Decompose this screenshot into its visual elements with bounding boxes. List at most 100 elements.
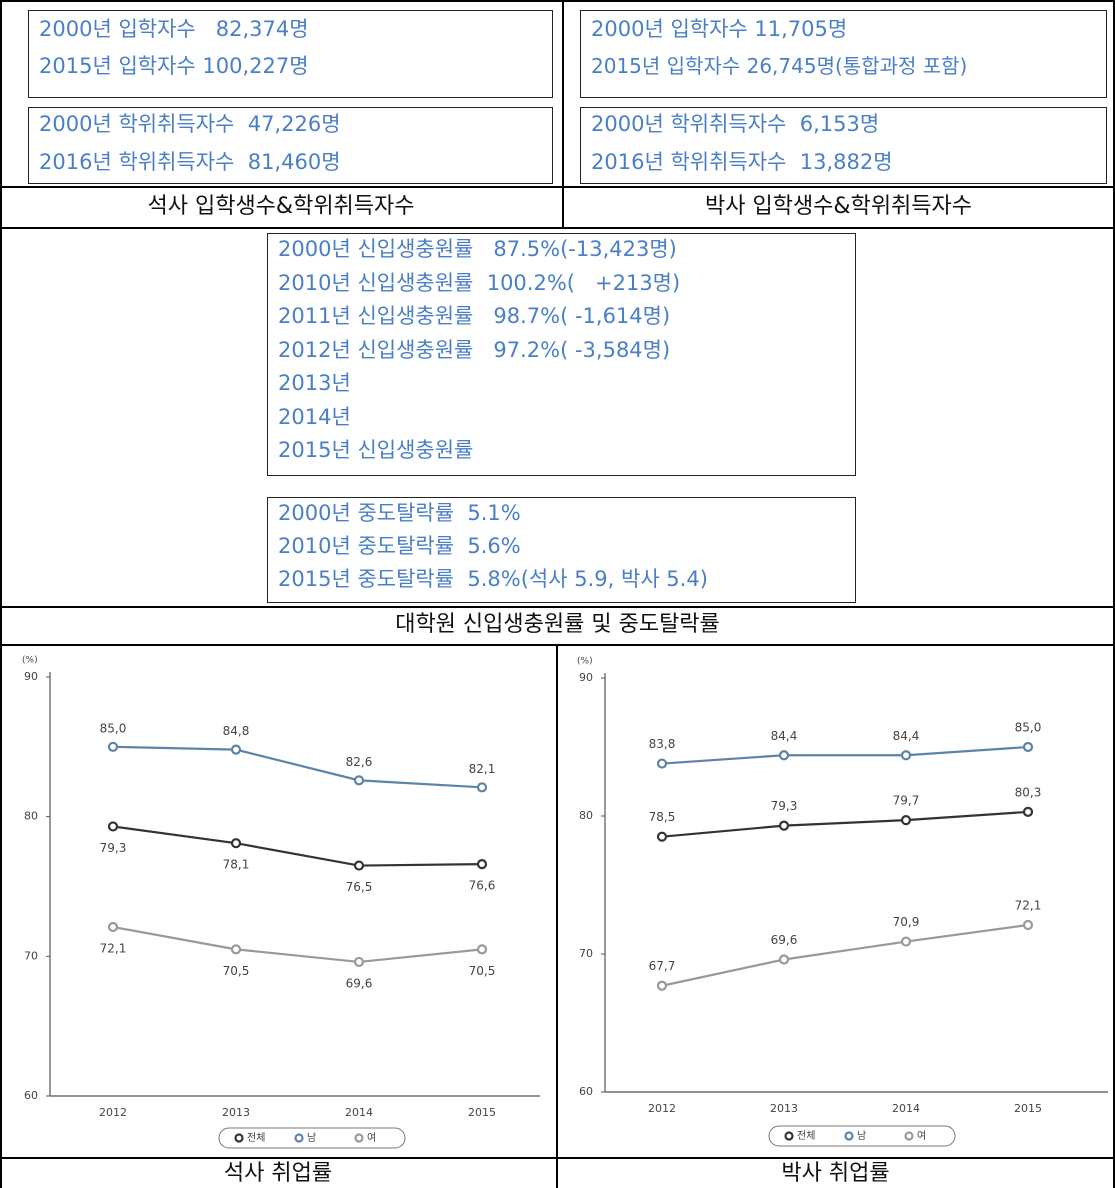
legend [218,1127,406,1149]
point [900,750,912,761]
series-line [661,810,1029,838]
x-tick-label: 2012 [648,1102,676,1115]
point [900,815,912,826]
point [778,954,790,965]
legend-marker [844,1131,854,1141]
point [230,744,242,755]
data-label: 70,5 [469,964,496,978]
x-tick-label: 2013 [770,1102,798,1115]
x-tick-label: 2012 [99,1106,127,1119]
series-line [112,745,483,789]
legend-label: 여 [367,1132,376,1144]
data-label: 78,5 [649,810,676,824]
point [107,921,119,933]
x-tick-label: 2014 [892,1102,920,1115]
legend-marker [904,1131,914,1141]
series-line [661,745,1029,765]
x-tick-label: 2013 [222,1106,250,1119]
text-line: 2014년 [278,404,351,429]
legend-marker [234,1133,244,1143]
legend [768,1125,956,1147]
y-tick-label: 70 [579,947,593,960]
data-label: 79,3 [100,841,127,855]
point [476,782,488,793]
table-rule [1113,0,1115,1188]
y-tick-label: 80 [24,810,38,823]
text-line: 2015년 입학자수 26,745명(통합과정 포함) [591,54,968,78]
point [1022,741,1034,753]
data-label: 82,6 [346,755,373,769]
y-tick-label: 60 [24,1089,38,1102]
point [656,831,668,842]
caption: 박사 취업률 [781,1161,890,1186]
legend-label: 남 [857,1130,866,1142]
point [476,944,488,955]
data-label: 67,7 [649,959,676,973]
legend-label: 남 [307,1132,316,1144]
point [778,750,790,761]
text-box: 2000년 중도탈락률 5.1% 2010년 중도탈락률 5.6% 2015년 중도… [267,497,856,603]
text-box: 2000년 입학자수 11,705명 2015년 입학자수 26,745명(통합과… [580,10,1107,98]
y-tick-label: 90 [24,670,38,683]
text-line: 2016년 학위취득자수 81,460명 [39,150,341,174]
data-label: 85,0 [1015,721,1042,735]
data-label: 69,6 [771,933,798,947]
data-label: 83,8 [649,737,676,751]
text-line: 2013년 [278,371,351,395]
data-label: 70,9 [893,915,920,929]
text-line: 2000년 입학자수 82,374명 [39,17,309,41]
point [230,944,242,955]
point [353,860,365,871]
legend-marker [294,1133,304,1143]
x-tick-label: 2014 [345,1106,373,1119]
point [107,741,119,752]
text-line: 2016년 학위취득자수 13,882명 [591,150,893,174]
table-rule [0,644,1115,646]
table-rule [0,0,1115,2]
table-rule [0,186,1115,188]
y-axis-label: (%) [22,656,38,666]
data-label: 76,5 [346,880,373,894]
series-line [661,923,1029,987]
table-rule [0,0,2,1188]
text-line: 2012년 신입생충원률 97.2%( -3,584명) [278,337,671,362]
table-rule [0,606,1115,608]
text-line: 2015년 중도탈락률 5.8%(석사 5.9, 박사 5.4) [278,567,708,591]
caption: 석사 입학생수&학위취득자수 [147,194,415,219]
legend-label: 여 [917,1130,926,1142]
text-line: 2000년 학위취득자수 47,226명 [39,112,341,136]
legend-marker [354,1133,364,1143]
table-rule [0,227,1115,229]
table-rule [0,1157,1115,1159]
point [1022,806,1034,817]
y-tick-label: 70 [24,949,38,962]
data-label: 79,7 [893,794,920,808]
data-label: 82,1 [469,762,496,776]
text-line: 2000년 입학자수 11,705명 [591,17,848,41]
point [353,775,365,786]
point [107,821,119,832]
data-label: 84,8 [223,724,250,738]
y-tick-label: 60 [579,1085,593,1098]
x-tick-label: 2015 [1014,1102,1042,1115]
data-label: 80,3 [1015,785,1042,799]
series-line [112,825,483,867]
text-line: 2000년 학위취득자수 6,153명 [591,112,880,136]
text-box: 2000년 신입생충원률 87.5%(-13,423명) 2010년 신입생충원률… [267,233,856,476]
caption: 박사 입학생수&학위취득자수 [704,194,973,219]
data-label: 85,0 [100,721,127,735]
data-label: 84,4 [893,729,920,743]
point [230,838,242,849]
point [656,758,668,769]
data-label: 79,3 [771,799,798,813]
data-label: 84,4 [771,729,798,743]
caption: 대학원 신입생충원률 및 중도탈락률 [395,612,720,637]
text-line: 2015년 입학자수 100,227명 [39,54,309,78]
point [900,936,912,947]
data-label: 72,1 [100,942,127,956]
text-line: 2011년 신입생충원률 98.7%( -1,614명) [278,304,671,328]
legend-label: 전체 [247,1132,265,1144]
text-box: 2000년 입학자수 82,374명 2015년 입학자수 100,227명 [28,10,553,98]
